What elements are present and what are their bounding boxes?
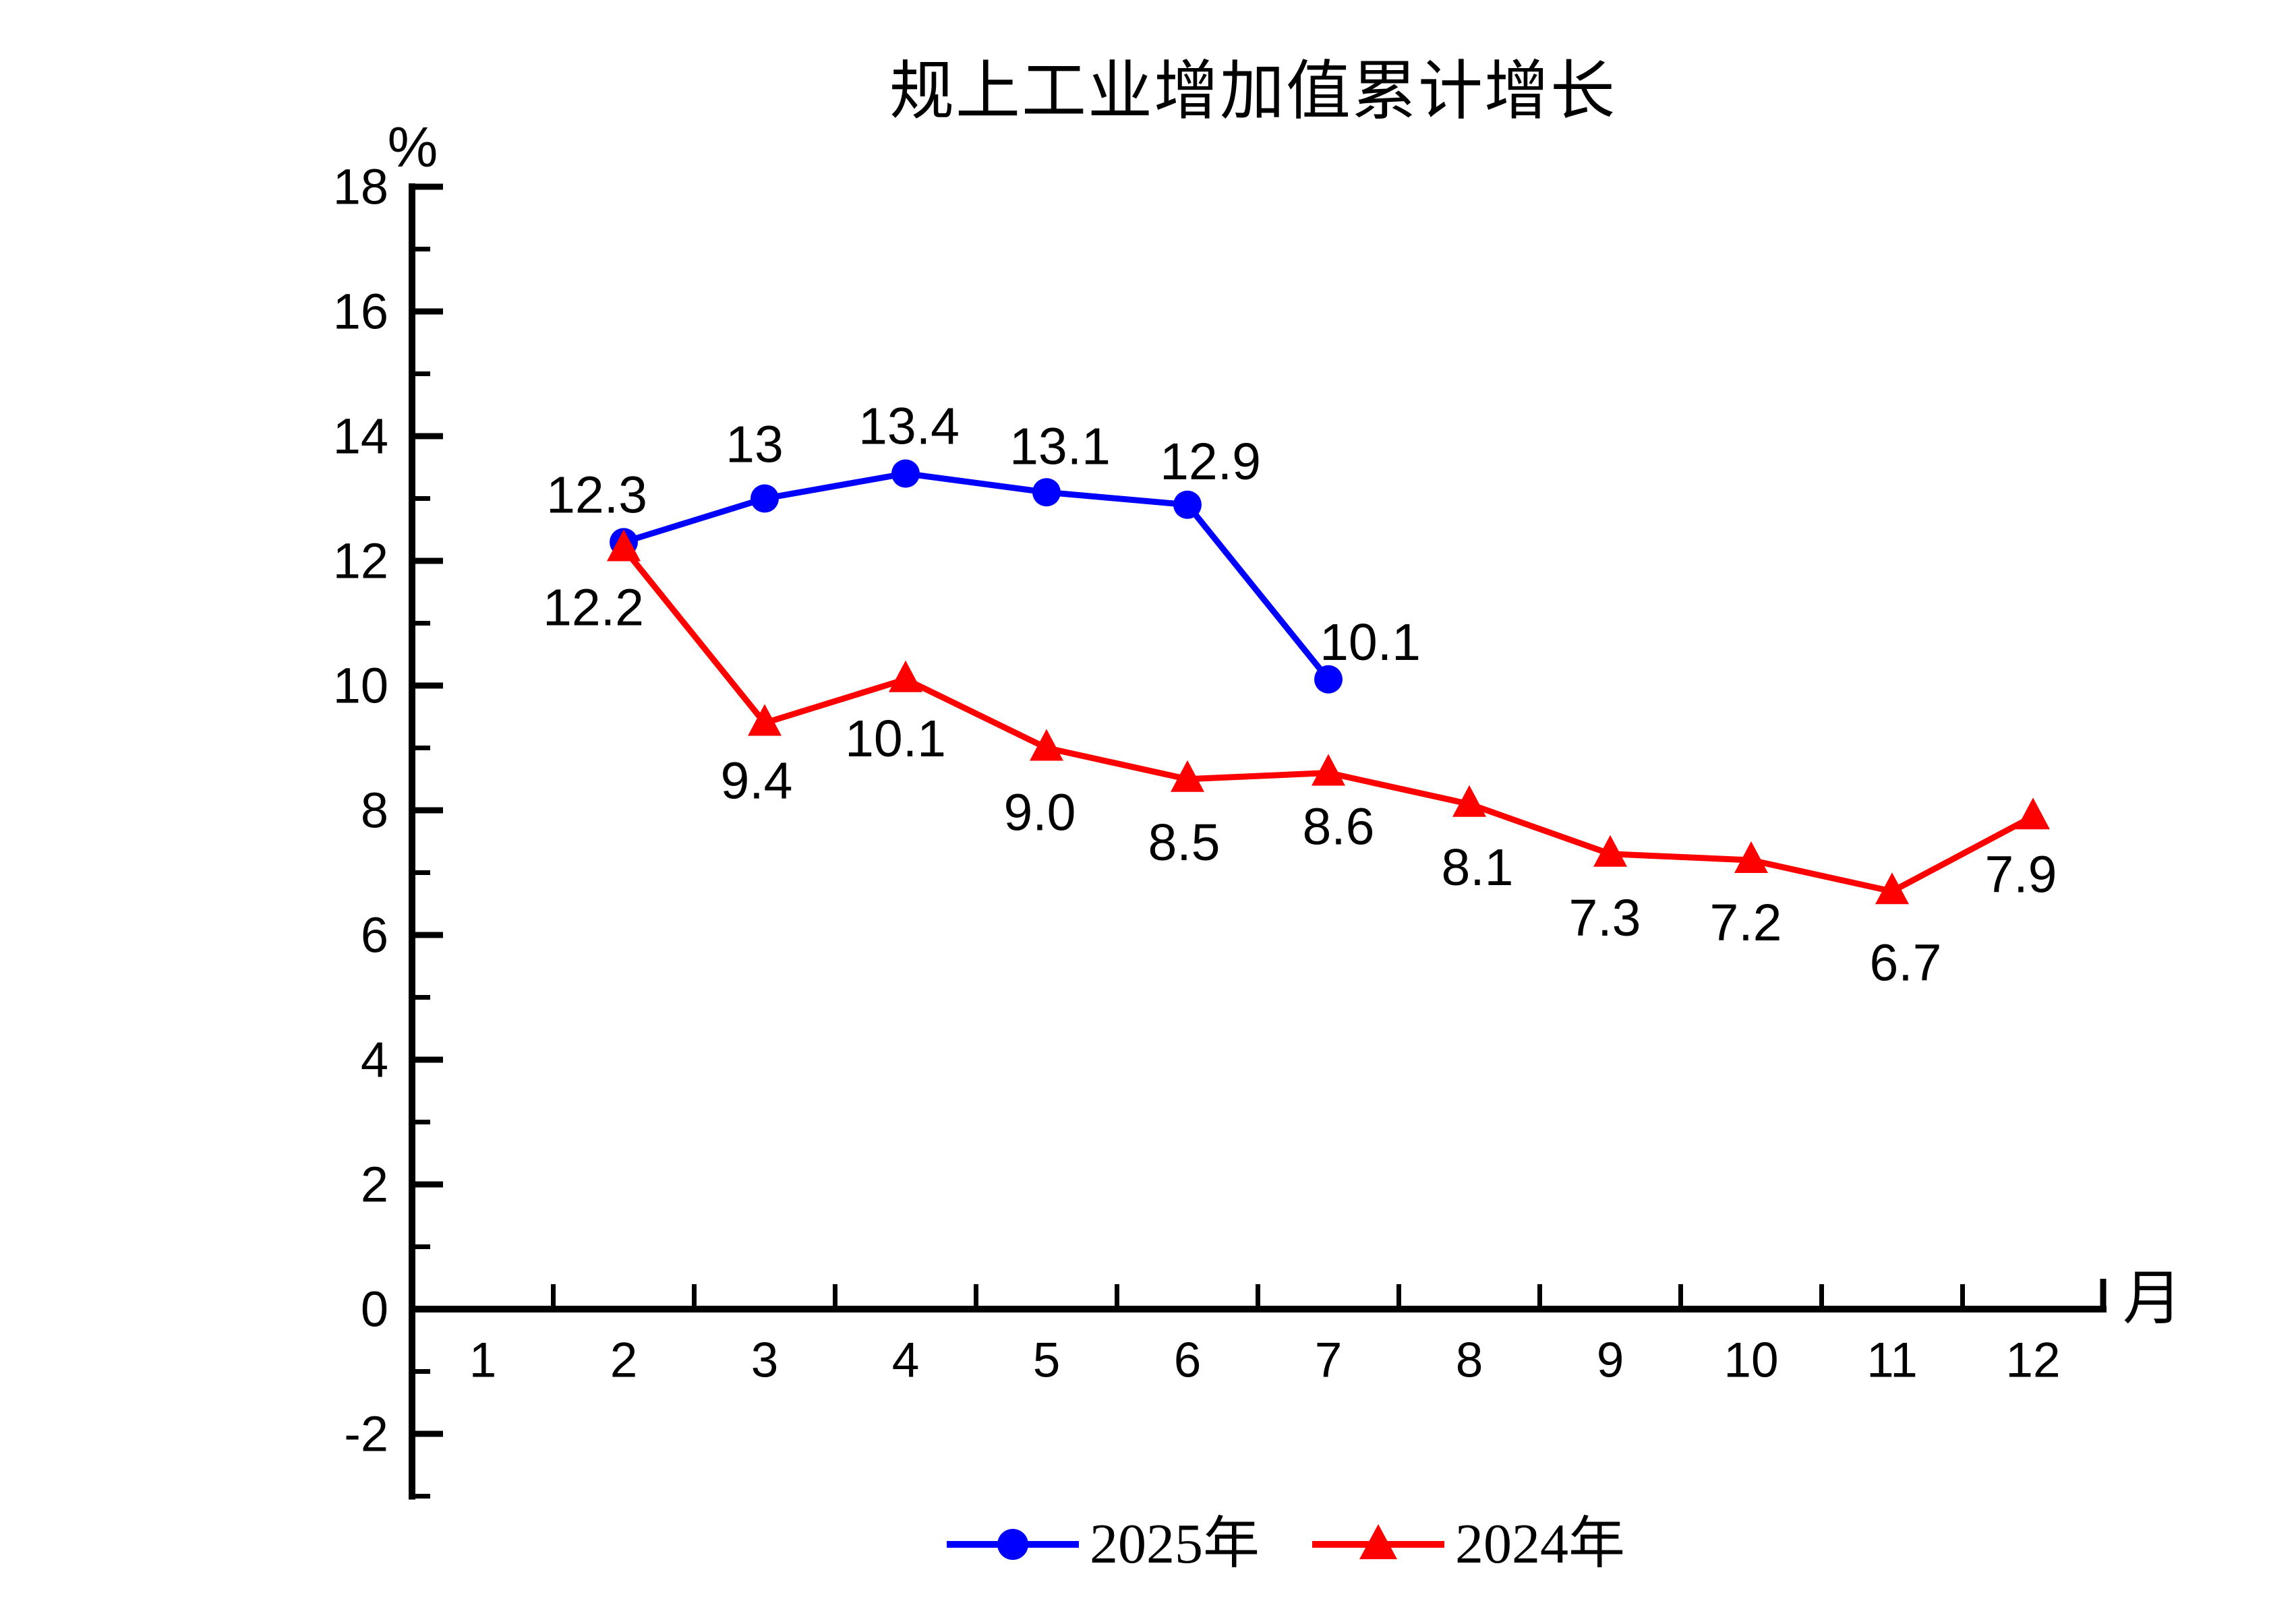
x-tick-label: 3 [751, 1333, 779, 1388]
data-label-2024年: 7.2 [1709, 894, 1782, 952]
x-tick-label: 10 [1724, 1333, 1778, 1388]
x-tick-label: 4 [892, 1333, 920, 1388]
legend-label: 2024年 [1455, 1513, 1626, 1575]
data-label-2025年: 13 [726, 416, 784, 474]
x-tick-label: 6 [1174, 1333, 1202, 1388]
data-label-2025年: 10.1 [1320, 613, 1421, 671]
data-label-2024年: 9.0 [1003, 784, 1076, 842]
marker-triangle-2024年 [1030, 729, 1063, 761]
y-tick-label: 6 [361, 907, 388, 963]
y-tick-label: 14 [333, 409, 388, 464]
data-label-2025年: 13.4 [858, 398, 960, 456]
marker-triangle-2024年 [1452, 785, 1486, 817]
data-label-2025年: 12.3 [546, 466, 647, 524]
data-label-2024年: 8.1 [1441, 839, 1513, 897]
legend: 2025年 2024年 [945, 1514, 1625, 1575]
marker-triangle-2024年 [1312, 754, 1345, 786]
x-tick-label: 8 [1456, 1333, 1483, 1388]
marker-triangle-2024年 [1875, 872, 1909, 905]
data-label-2025年: 13.1 [1009, 417, 1111, 475]
y-tick-label: 0 [361, 1281, 388, 1337]
marker-triangle-2024年 [2016, 797, 2050, 830]
y-tick-label: 12 [333, 533, 388, 589]
legend-item-2025年: 2025年 [945, 1514, 1260, 1575]
marker-triangle-2024年 [607, 529, 641, 562]
y-tick-label: 10 [333, 658, 388, 714]
marker-triangle-2024年 [1734, 841, 1768, 873]
data-label-2024年: 8.5 [1148, 814, 1220, 872]
y-tick-label: 2 [361, 1157, 388, 1213]
data-label-2024年: 7.9 [1984, 845, 2057, 903]
legend-item-2024年: 2024年 [1311, 1514, 1625, 1575]
marker-circle-2025年 [891, 459, 920, 488]
marker-circle-2025年 [1173, 490, 1202, 519]
data-label-2024年: 6.7 [1869, 934, 1941, 992]
marker-circle-2025年 [750, 484, 779, 513]
marker-triangle-2024年 [748, 704, 782, 736]
x-tick-label: 12 [2005, 1333, 2060, 1388]
series-line-2025年 [620, 471, 1332, 683]
y-tick-label: 16 [333, 284, 388, 340]
x-axis-unit-label: 月 [2122, 1267, 2183, 1332]
y-tick-label: 8 [361, 783, 388, 839]
x-tick-label: 11 [1866, 1333, 1918, 1388]
data-label-2024年: 9.4 [720, 752, 792, 810]
legend-marker-circle-icon [947, 1529, 1079, 1560]
marker-triangle-2024年 [889, 660, 922, 692]
x-tick-label: 2 [610, 1333, 638, 1388]
x-tick-label: 7 [1315, 1333, 1343, 1388]
data-label-2024年: 10.1 [845, 710, 946, 768]
chart-title: 规上工业增加值累计增长 [889, 55, 1616, 127]
data-label-2024年: 8.6 [1302, 798, 1374, 856]
legend-label: 2025年 [1090, 1513, 1260, 1575]
data-label-2024年: 12.2 [543, 579, 644, 637]
marker-triangle-2024年 [1593, 835, 1627, 867]
marker-circle-2025年 [1314, 665, 1343, 694]
y-tick-label: 18 [333, 159, 388, 215]
marker-triangle-2024年 [1171, 760, 1204, 792]
data-label-2025年: 12.9 [1160, 433, 1261, 491]
legend-marker-triangle-icon [1312, 1524, 1445, 1559]
y-tick-label: -2 [344, 1406, 388, 1462]
y-tick-label: 4 [361, 1032, 388, 1088]
y-axis-unit-label: % [387, 115, 438, 179]
x-tick-label: 1 [469, 1333, 497, 1388]
x-tick-label: 5 [1033, 1333, 1061, 1388]
x-tick-label: 9 [1597, 1333, 1624, 1388]
data-label-2024年: 7.3 [1568, 889, 1641, 947]
marker-circle-2025年 [1032, 478, 1061, 507]
